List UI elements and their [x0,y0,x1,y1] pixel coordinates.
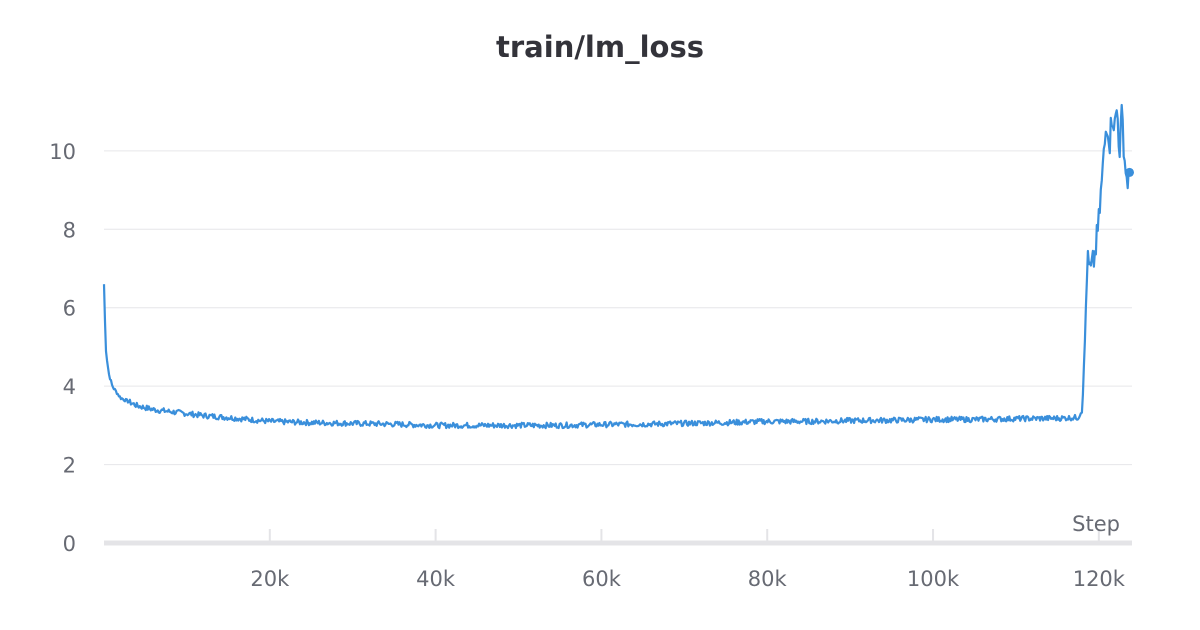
y-tick-label: 8 [63,218,76,242]
chart-title: train/lm_loss [496,30,704,64]
x-axis-label: Step [1072,512,1120,536]
y-tick-label: 6 [63,297,76,321]
x-tick-label: 20k [250,567,290,591]
y-tick-label: 0 [63,532,76,556]
grid-layer [104,150,1132,466]
y-tick-label: 2 [63,454,76,478]
last-point-marker [1125,167,1135,177]
x-tick-label: 80k [748,567,788,591]
y-tick-label: 4 [63,375,76,399]
x-tick-label: 60k [582,567,622,591]
axis-layer: 0 2 4 6 8 10 20k 40k 60k 80k 100k 120k [49,140,1132,591]
y-tick-label: 10 [49,140,76,164]
x-tick-label: 40k [416,567,456,591]
series-layer [102,103,1135,430]
x-tick-label: 100k [907,567,960,591]
loss-series-line [102,103,1131,430]
x-tick-label: 120k [1073,567,1126,591]
